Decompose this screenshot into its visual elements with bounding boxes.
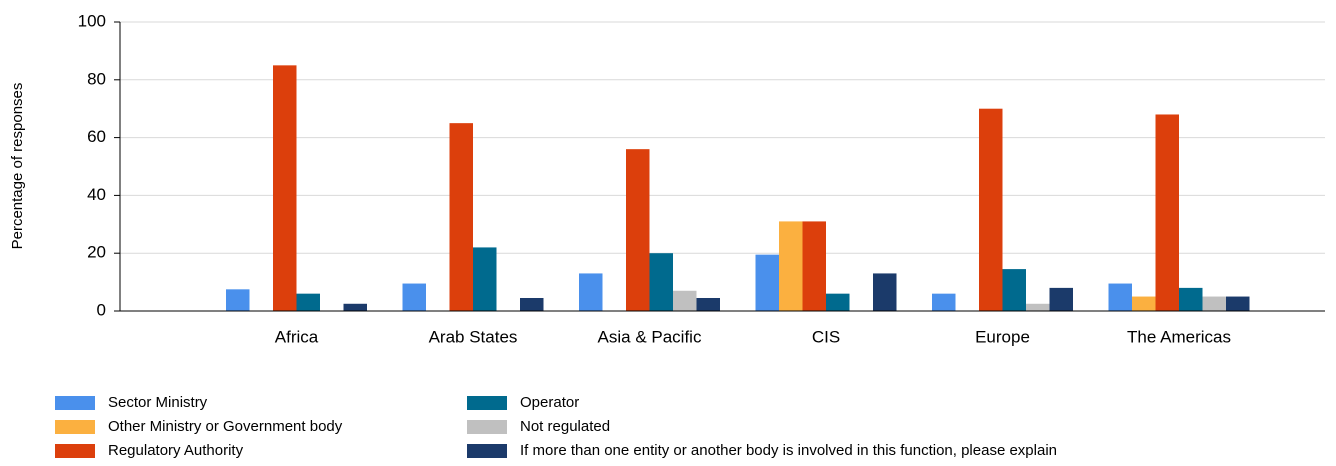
bar xyxy=(1202,296,1226,311)
y-tick-label: 40 xyxy=(87,185,106,204)
bar xyxy=(626,149,650,311)
legend-label: If more than one entity or another body … xyxy=(520,442,1057,459)
bar xyxy=(696,297,720,311)
x-tick-label: Europe xyxy=(975,327,1030,346)
bar xyxy=(755,254,779,311)
legend-label: Not regulated xyxy=(520,418,610,435)
bar xyxy=(1049,287,1073,311)
legend-swatch xyxy=(55,396,95,410)
legend-swatch xyxy=(55,420,95,434)
legend-swatch xyxy=(467,444,507,458)
bar xyxy=(873,273,897,311)
bar xyxy=(826,293,850,311)
legend-swatch xyxy=(467,396,507,410)
y-axis-label: Percentage of responses xyxy=(9,83,26,250)
y-tick-label: 0 xyxy=(97,300,106,319)
y-tick-label: 100 xyxy=(78,11,106,30)
bar xyxy=(579,273,603,311)
bar xyxy=(1002,269,1026,311)
y-tick-label: 60 xyxy=(87,127,106,146)
y-tick-label: 20 xyxy=(87,243,106,262)
bar xyxy=(520,297,544,311)
x-tick-label: Africa xyxy=(275,327,319,346)
x-tick-label: Arab States xyxy=(429,327,518,346)
legend-label: Operator xyxy=(520,394,579,411)
legend-swatch xyxy=(55,444,95,458)
bar xyxy=(1226,296,1250,311)
bar xyxy=(449,123,473,312)
x-tick-label: The Americas xyxy=(1127,327,1231,346)
legend-label: Regulatory Authority xyxy=(108,442,244,459)
bar xyxy=(1132,296,1156,311)
bar xyxy=(226,289,250,311)
bar xyxy=(779,221,803,311)
bar xyxy=(673,290,697,311)
bar xyxy=(802,221,826,311)
bar xyxy=(649,253,673,311)
bar xyxy=(1026,303,1050,311)
bar xyxy=(1108,283,1132,311)
bar xyxy=(296,293,320,311)
bar xyxy=(979,108,1003,311)
y-tick-label: 80 xyxy=(87,69,106,88)
legend-label: Other Ministry or Government body xyxy=(108,418,343,435)
bar xyxy=(273,65,297,311)
x-tick-label: CIS xyxy=(812,327,840,346)
bar xyxy=(343,303,367,311)
legend-swatch xyxy=(467,420,507,434)
legend-label: Sector Ministry xyxy=(108,394,208,411)
bar xyxy=(473,247,497,311)
bar xyxy=(1179,287,1203,311)
x-tick-label: Asia & Pacific xyxy=(598,327,702,346)
bar xyxy=(932,293,956,311)
bar xyxy=(402,283,426,311)
bar xyxy=(1155,114,1179,311)
